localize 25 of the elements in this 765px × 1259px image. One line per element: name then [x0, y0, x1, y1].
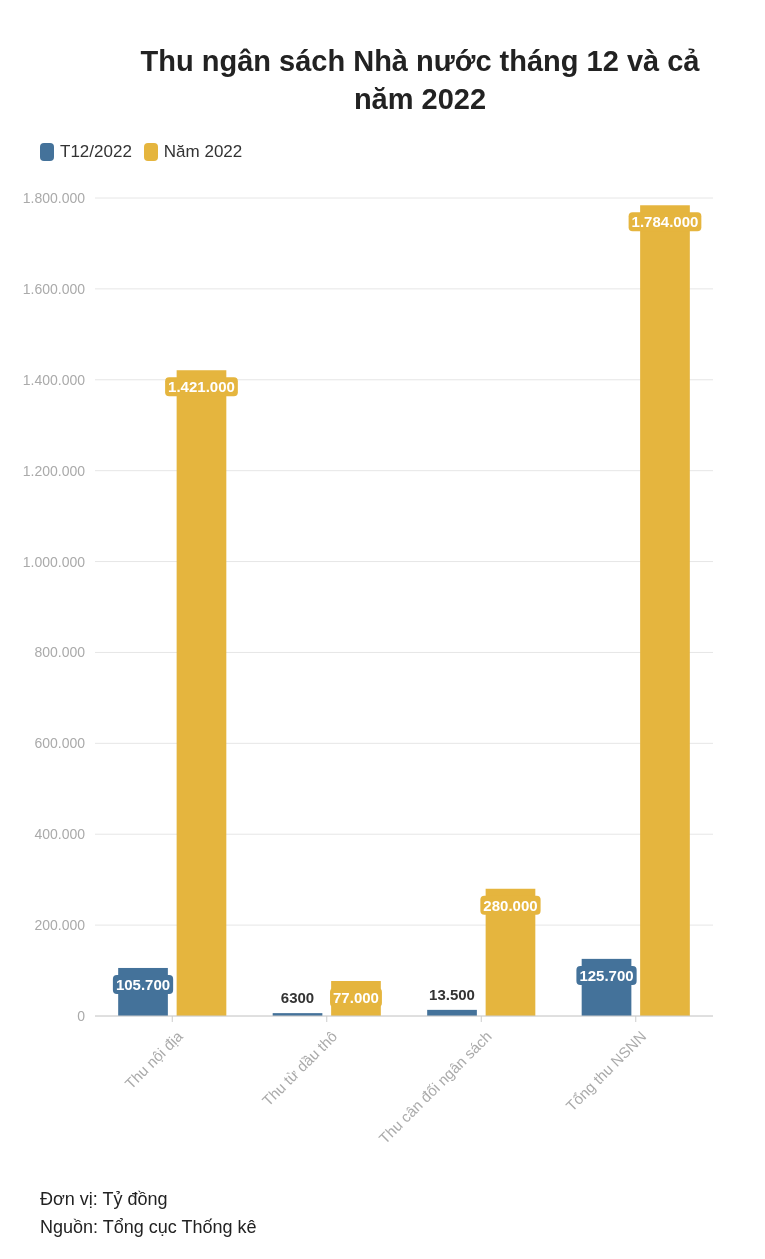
y-tick-label: 1.600.000 [22, 280, 86, 297]
data-label: 1.421.000 [168, 378, 235, 396]
y-tick-label: 1.200.000 [22, 462, 86, 479]
data-label: 280.000 [483, 896, 538, 914]
x-tick-label: Thu từ dầu thô [258, 1027, 341, 1110]
y-tick-label: 1.000.000 [22, 553, 86, 570]
y-tick-label: 1.800.000 [22, 189, 86, 206]
y-tick-label: 1.400.000 [22, 371, 86, 388]
y-tick-label: 600.000 [34, 735, 86, 752]
data-label: 13.500 [429, 985, 475, 1003]
y-tick-label: 400.000 [34, 826, 86, 843]
data-label: 1.784.000 [631, 213, 699, 231]
data-label: 105.700 [115, 975, 171, 993]
data-label: 6300 [280, 989, 315, 1007]
legend-label: T12/2022 [60, 142, 132, 162]
y-tick-label: 800.000 [34, 644, 86, 661]
data-label: 77.000 [333, 989, 379, 1007]
chart-title: Thu ngân sách Nhà nước tháng 12 và cả năm 2022 [139, 44, 701, 117]
y-tick-label: 200.000 [34, 917, 86, 934]
y-tick-label: 0 [77, 1007, 86, 1024]
text: Đơn vị: Tỷ đồng [40, 1188, 169, 1211]
x-tick-label: Thu nội địa [121, 1027, 187, 1093]
legend-label: Năm 2022 [163, 142, 243, 162]
data-label: 125.700 [579, 966, 634, 984]
text: Nguồn: Tổng cục Thống kê [40, 1216, 257, 1239]
